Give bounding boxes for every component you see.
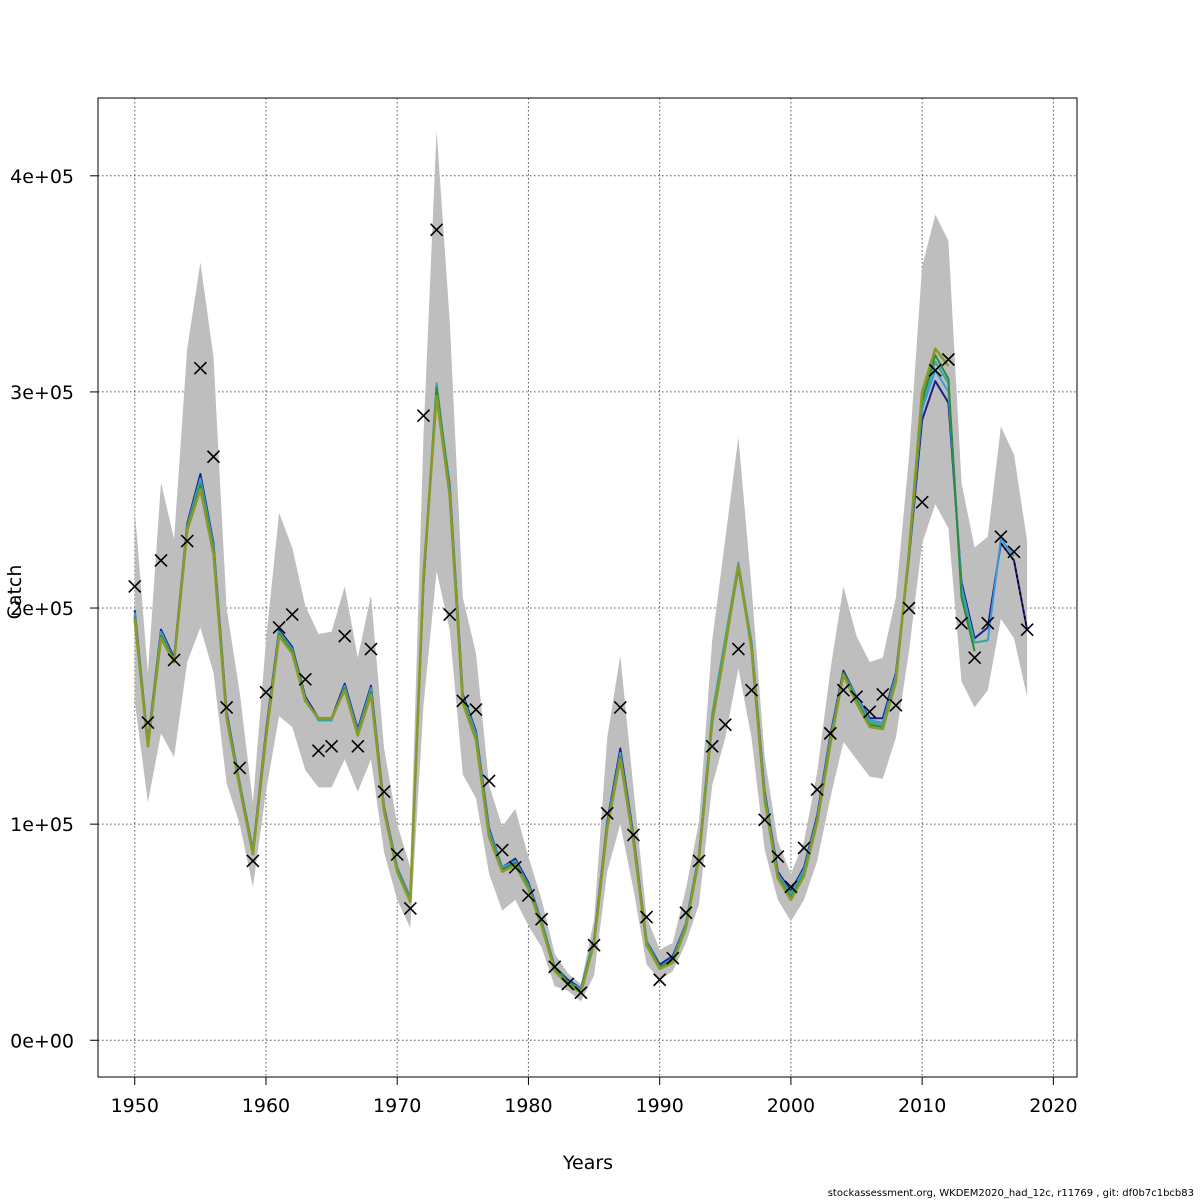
y-tick-label-1: 1e+05	[10, 814, 74, 836]
observed-point-2009	[902, 601, 916, 615]
observed-point-1951	[141, 716, 155, 730]
observed-point-2003	[823, 726, 837, 740]
observed-point-1971	[403, 901, 417, 915]
observed-point-1991	[666, 951, 680, 965]
observed-point-2015	[981, 616, 995, 630]
observed-point-2016	[994, 530, 1008, 544]
observed-point-1967	[351, 739, 365, 753]
estimate-lines	[133, 347, 1029, 995]
observed-point-1979	[508, 860, 522, 874]
observed-point-2011	[928, 363, 942, 377]
observed-point-1977	[482, 774, 496, 788]
observed-point-1982	[548, 960, 562, 974]
observed-point-2013	[954, 616, 969, 630]
observed-point-1984	[574, 986, 588, 1000]
x-tick-label-5: 2000	[767, 1095, 815, 1117]
observed-point-1987	[613, 700, 627, 715]
y-axis-title: Catch	[4, 565, 26, 620]
observed-point-1985	[587, 938, 601, 952]
x-tick-label-1: 1960	[242, 1095, 290, 1117]
x-tick-label-0: 1950	[111, 1095, 159, 1117]
observed-point-2006	[863, 705, 877, 719]
observed-point-1957	[220, 700, 234, 715]
observed-point-1965	[325, 739, 339, 753]
observed-point-2012	[941, 352, 955, 367]
x-tick-label-2: 1970	[373, 1095, 421, 1117]
observed-point-1988	[626, 828, 640, 842]
observed-point-1972	[416, 409, 431, 423]
observed-point-2017	[1007, 545, 1021, 559]
observed-catch-points	[128, 223, 1034, 1000]
observed-point-1956	[206, 450, 221, 464]
observed-point-1961	[272, 620, 286, 635]
x-axis-title: Years	[562, 1152, 613, 1174]
observed-point-1959	[246, 854, 260, 868]
observed-point-1976	[469, 703, 483, 717]
observed-point-1996	[731, 642, 745, 656]
observed-point-1990	[653, 973, 667, 987]
x-tick-label-3: 1980	[504, 1095, 552, 1117]
observed-point-1960	[259, 685, 273, 699]
x-axis: 1950 1960 1970 1980 1990 2000 2010 2020	[111, 1077, 1078, 1117]
observed-point-1989	[639, 910, 654, 924]
observed-point-1999	[771, 849, 785, 864]
observed-point-1968	[364, 642, 378, 656]
observed-point-1983	[561, 977, 575, 991]
estimate-line-5	[133, 347, 950, 995]
observed-point-1975	[456, 694, 470, 708]
observed-point-1952	[154, 553, 168, 568]
observed-point-2001	[797, 841, 811, 855]
y-tick-label-4: 4e+05	[10, 166, 74, 188]
observed-point-2007	[876, 687, 890, 702]
observed-point-1993	[692, 854, 706, 868]
observed-point-1981	[535, 912, 549, 926]
observed-point-1994	[705, 739, 719, 753]
y-tick-label-0: 0e+00	[10, 1030, 74, 1052]
observed-point-1998	[758, 813, 772, 827]
observed-point-1995	[718, 718, 732, 732]
observed-point-1997	[744, 683, 759, 697]
observed-point-2004	[836, 683, 850, 697]
observed-point-2008	[889, 698, 903, 712]
observed-point-1980	[521, 888, 536, 903]
observed-point-1970	[390, 847, 404, 861]
observed-point-1962	[285, 607, 299, 622]
observed-point-2014	[968, 651, 982, 665]
observed-point-1969	[377, 785, 391, 799]
observed-point-1955	[193, 361, 207, 375]
estimate-line-tail	[1000, 542, 1028, 630]
confidence-band	[134, 130, 1028, 1002]
x-tick-label-6: 2010	[898, 1095, 946, 1117]
observed-point-1964	[311, 744, 326, 758]
x-tick-label-7: 2020	[1029, 1095, 1077, 1117]
observed-point-2005	[849, 690, 864, 704]
observed-point-1963	[298, 672, 312, 686]
x-tick-label-4: 1990	[635, 1095, 683, 1117]
y-tick-label-3: 3e+05	[10, 382, 74, 404]
y-tick-label-2: 2e+05	[10, 598, 74, 620]
y-axis: 0e+00 1e+05 2e+05 3e+05 4e+05	[10, 166, 98, 1052]
footer-note: stockassessment.org, WKDEM2020_had_12c, …	[828, 1188, 1194, 1199]
observed-point-1958	[233, 761, 247, 775]
plot-frame	[97, 97, 1078, 1078]
observed-point-1973	[430, 223, 444, 237]
observed-point-1954	[180, 534, 194, 548]
observed-point-2018	[1020, 623, 1034, 637]
observed-point-2002	[810, 783, 824, 797]
observed-point-1953	[167, 653, 181, 667]
observed-point-1978	[495, 843, 509, 857]
observed-point-1950	[128, 579, 142, 593]
observed-point-1986	[600, 806, 614, 820]
grid-lines	[98, 98, 1077, 1077]
observed-point-1974	[443, 607, 457, 622]
observed-point-1966	[338, 629, 352, 643]
observed-point-2000	[784, 880, 798, 894]
observed-point-1992	[679, 906, 693, 920]
observed-point-2010	[915, 495, 929, 509]
